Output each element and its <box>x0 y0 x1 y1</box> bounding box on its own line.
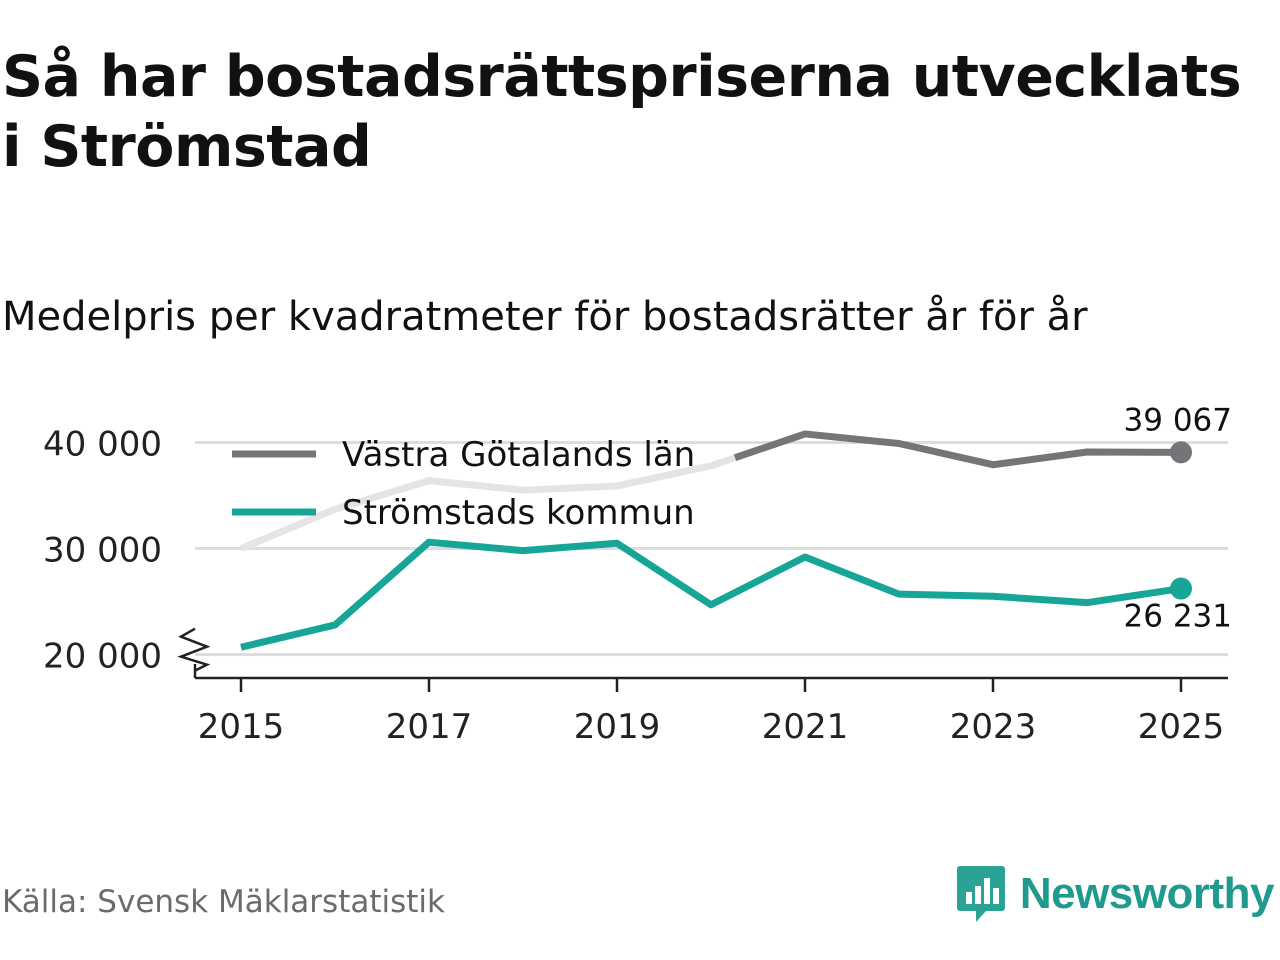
newsworthy-logo-icon <box>956 866 1005 922</box>
chart-subtitle: Medelpris per kvadratmeter för bostadsrä… <box>2 294 1088 340</box>
legend-label-vastra: Västra Götalands län <box>342 435 695 475</box>
y-tick-label: 30 000 <box>43 531 162 571</box>
grid-lines <box>195 440 1228 657</box>
legend: Västra Götalands län Strömstads kommun <box>232 435 695 533</box>
y-tick-label: 20 000 <box>43 637 162 677</box>
end-label-stromstad: 26 231 <box>1124 599 1232 635</box>
series-line-vastra <box>733 430 1182 469</box>
series-line-stromstad <box>240 538 1182 651</box>
data-labels: 39 067 26 231 <box>1124 402 1232 634</box>
y-tick-label: 40 000 <box>43 424 162 464</box>
x-tick-label: 2017 <box>386 707 473 747</box>
x-tick-label: 2019 <box>574 707 661 747</box>
line-chart: 20 000 30 000 40 000 2015 2017 2019 2021 2023 20… <box>43 402 1232 747</box>
legend-label-stromstad: Strömstads kommun <box>342 493 695 533</box>
source-note: Källa: Svensk Mäklarstatistik <box>2 884 445 920</box>
axes: 20 000 30 000 40 000 2015 2017 2019 2021 2023 20… <box>43 424 1228 747</box>
brand-logo: Newsworthy <box>956 864 1275 924</box>
series-lines <box>239 430 1192 651</box>
axis-break-icon <box>177 627 211 672</box>
x-tick-label: 2025 <box>1138 707 1225 747</box>
chart-title: Så har bostadsrättspriserna utvecklats i… <box>2 44 1242 180</box>
brand-name: Newsworthy <box>1019 869 1275 918</box>
x-tick-label: 2023 <box>950 707 1037 747</box>
end-point-stromstad <box>1170 577 1192 600</box>
end-label-vastra: 39 067 <box>1124 402 1232 438</box>
x-tick-label: 2021 <box>762 707 849 747</box>
end-point-vastra <box>1170 441 1192 464</box>
series-line-vastra-faded <box>239 454 737 552</box>
x-tick-label: 2015 <box>198 707 285 747</box>
